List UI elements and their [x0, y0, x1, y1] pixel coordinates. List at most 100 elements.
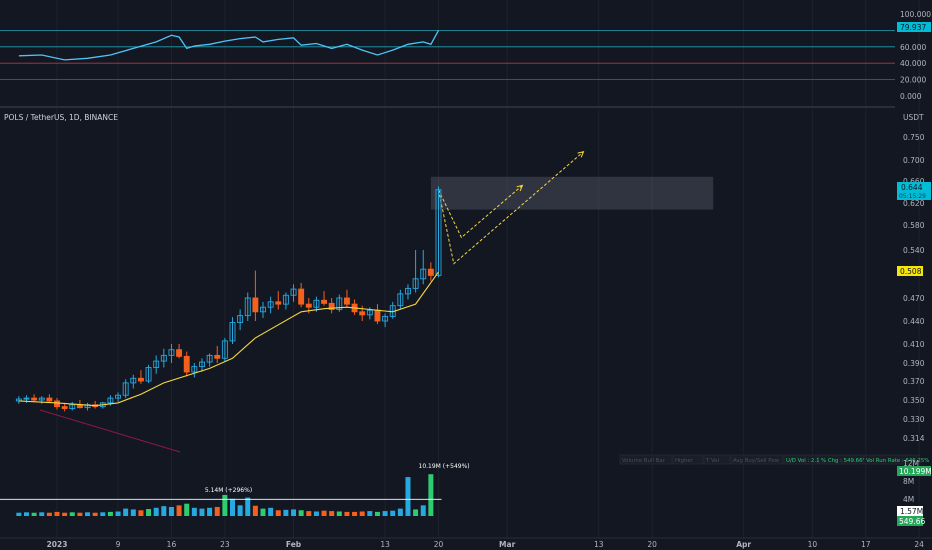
stats-cell-label: U/D Vol : 2.1	[786, 458, 820, 464]
candle-body	[168, 349, 175, 356]
volume-bar	[123, 508, 129, 516]
candle-body	[69, 404, 76, 409]
volume-ma-value: 1.57M	[900, 507, 923, 516]
price-tick-label: 0.350	[903, 396, 925, 405]
price-tick-label: 0.660	[903, 177, 925, 186]
time-axis[interactable]: 202391623Feb1320Mar1320Apr101724May	[0, 537, 932, 549]
price-tick-label: 0.440	[903, 317, 925, 326]
candle-body	[122, 382, 129, 396]
price-tick-label: 0.620	[903, 199, 925, 208]
candle-body	[237, 315, 244, 323]
projection-path-0[interactable]	[438, 185, 523, 239]
candle-body	[221, 340, 228, 359]
stats-cell-label: T Vol	[705, 458, 719, 464]
price-tick-label: 0.750	[903, 133, 925, 142]
candle-body	[214, 354, 221, 359]
volume-bar	[92, 512, 98, 516]
projection-paths[interactable]	[438, 151, 585, 265]
candle-body	[435, 189, 442, 276]
candle-body	[229, 322, 236, 342]
time-tick-label: 9	[116, 540, 121, 549]
price-tick-label: 0.330	[903, 415, 925, 424]
volume-bar	[168, 506, 174, 516]
volume-bar	[306, 511, 312, 516]
pane-divider-rsi[interactable]	[0, 106, 895, 108]
rsi-axis: 100.000 60.000 40.000 20.000 0.000	[900, 10, 931, 101]
price-axis[interactable]: 0.750 0.700 0.660 0.620 0.580 0.540 0.470 0.440…	[903, 133, 925, 443]
candle-body	[153, 360, 160, 368]
price-tick-label: 0.370	[903, 377, 925, 386]
volume-bar	[291, 509, 297, 516]
stats-cell-1: Higher	[672, 454, 704, 465]
candle-body	[23, 397, 30, 400]
candle-body	[298, 288, 305, 305]
candle-body	[275, 301, 282, 305]
rsi-tick-label: 0.000	[900, 92, 922, 101]
volume-bar	[46, 512, 52, 516]
price-tick-label: 0.410	[903, 340, 925, 349]
resistance-zone[interactable]	[430, 176, 714, 210]
volume-bar	[237, 505, 243, 516]
moving-average-line	[18, 271, 439, 407]
rsi-tick-label: 40.000	[900, 59, 926, 68]
volume-bar	[207, 507, 213, 516]
candle-body	[260, 306, 266, 313]
volume-bar	[275, 510, 281, 516]
volume-bar	[229, 498, 235, 516]
volume-bar	[176, 505, 182, 516]
candle-body	[290, 288, 297, 296]
projection-arrowhead-1	[577, 151, 585, 158]
price-tick-label: 0.700	[903, 156, 925, 165]
time-tick-label: 23	[220, 540, 230, 549]
volume-bar	[69, 512, 75, 516]
candle-body	[38, 397, 45, 401]
volume-bar	[214, 506, 220, 516]
current-price-badge: 0.644 05:15:29	[897, 182, 931, 200]
candle-body	[15, 398, 22, 402]
stats-cell-4: U/D Vol : 2.1	[783, 454, 820, 465]
stats-cell-label: Vol Run Rate : 646.25%	[866, 458, 929, 464]
projection-path-1[interactable]	[438, 151, 584, 265]
stats-cell-2: T Vol	[703, 454, 731, 465]
candle-body	[397, 293, 404, 307]
candle-body	[176, 349, 183, 357]
candle-body	[130, 377, 137, 384]
price-tick-label: 0.470	[903, 294, 925, 303]
candle-body	[366, 309, 373, 316]
volume-tick-label: 8M	[903, 477, 914, 486]
candle-body	[343, 297, 350, 305]
volume-bar	[115, 511, 121, 516]
volume-bar	[252, 505, 258, 516]
rsi-value-badge: 79.937	[897, 22, 931, 32]
time-tick-label: 10	[808, 540, 818, 549]
volume-annotation-1: 10.19M (+549%)	[419, 463, 470, 470]
time-tick-label: Mar	[499, 540, 516, 549]
candle-body	[382, 315, 389, 322]
volume-bar	[222, 494, 228, 516]
volume-value: 10.199M	[899, 467, 932, 476]
volume-bar	[428, 474, 434, 516]
time-tick-label: 16	[167, 540, 177, 549]
current-price-countdown: 05:15:29	[899, 193, 926, 200]
candle-body	[374, 309, 381, 322]
symbol-title[interactable]: POLS / TetherUS, 1D, BINANCE	[4, 113, 118, 122]
volume-bar	[199, 508, 205, 516]
volume-bar	[16, 512, 22, 516]
time-tick-label: Feb	[286, 540, 302, 549]
volume-series	[16, 474, 434, 516]
candle-body	[31, 397, 38, 401]
candle-body	[54, 400, 60, 408]
stats-cell-6: Vol Run Rate : 646.25%	[863, 454, 929, 465]
candle-body	[115, 394, 121, 399]
time-tick-label: 20	[647, 540, 657, 549]
volume-bar	[413, 509, 419, 516]
time-tick-label: 13	[380, 540, 390, 549]
volume-bar	[77, 512, 83, 516]
price-tick-label: 0.390	[903, 359, 925, 368]
volume-bar	[405, 477, 411, 516]
volume-bar	[153, 507, 159, 516]
volume-bar	[191, 507, 197, 516]
ma-price-badge: 0.508	[897, 266, 923, 276]
candle-body	[282, 294, 289, 305]
